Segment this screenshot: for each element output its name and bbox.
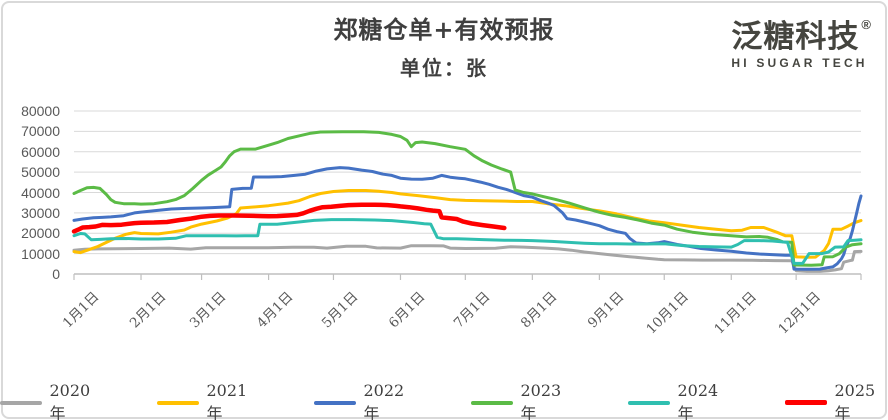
- legend-label: 2024年: [677, 381, 719, 420]
- y-axis-tick-label: 80000: [21, 103, 60, 119]
- series-line-2024年: [72, 218, 863, 265]
- legend-label: 2022年: [363, 381, 405, 420]
- legend-item: 2020年: [0, 381, 103, 420]
- legend-label: 2025年: [834, 381, 876, 420]
- y-axis-tick-label: 70000: [21, 123, 60, 140]
- y-axis-tick-label: 40000: [21, 184, 60, 201]
- y-axis-tick-label: 30000: [21, 204, 60, 221]
- logo-tagline: HI SUGAR TECH: [731, 56, 868, 70]
- legend-label: 2023年: [520, 381, 562, 420]
- legend-swatch: [314, 400, 356, 405]
- y-axis-tick-label: 10000: [21, 245, 60, 262]
- legend-swatch: [628, 400, 670, 405]
- series-line-2020年: [72, 244, 863, 273]
- legend-swatch: [0, 400, 42, 405]
- registered-mark-icon: ®: [861, 17, 872, 32]
- hi-sugar-tech-logo: 泛糖科技 ® HI SUGAR TECH: [731, 8, 872, 70]
- legend-item: 2025年: [785, 381, 888, 420]
- legend-item: 2021年: [157, 381, 260, 420]
- logo-name-text: 泛糖科技: [731, 19, 860, 54]
- logo-name-cn: 泛糖科技 ®: [731, 8, 872, 54]
- legend-item: 2022年: [314, 381, 417, 420]
- y-axis-tick-label: 0: [52, 266, 60, 282]
- y-axis-tick-label: 20000: [21, 225, 60, 242]
- legend-swatch: [157, 400, 199, 405]
- legend-item: 2024年: [628, 381, 731, 420]
- y-axis-tick-label: 60000: [21, 143, 60, 160]
- legend-label: 2020年: [49, 381, 91, 420]
- series-line-2021年: [72, 189, 863, 259]
- legend-swatch: [785, 400, 827, 405]
- legend-label: 2021年: [206, 381, 248, 420]
- legend: 2020年 2021年 2022年 2023年 2024年 2025年: [0, 381, 888, 420]
- series-line-2022年: [72, 166, 863, 271]
- y-axis-tick-label: 50000: [21, 164, 60, 181]
- series-line-2025年: [71, 202, 507, 234]
- legend-item: 2023年: [471, 381, 574, 420]
- series-line-2023年: [72, 130, 863, 267]
- legend-swatch: [471, 400, 513, 405]
